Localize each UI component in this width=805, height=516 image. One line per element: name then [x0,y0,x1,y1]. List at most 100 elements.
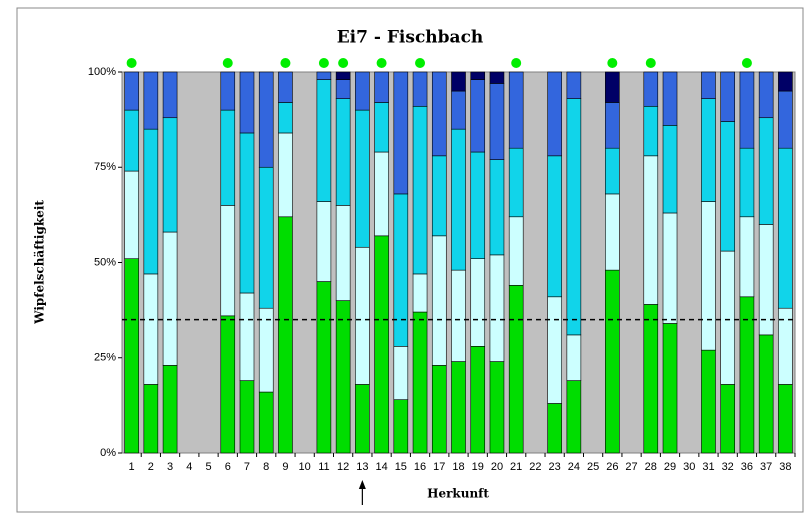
y-tick-label: 75% [94,161,116,173]
bar-segment [355,384,370,454]
bar-segment [470,258,486,347]
bar-segment [489,83,505,160]
bar-segment [393,346,409,400]
bar-segment [720,250,736,385]
bar-segment [412,311,428,454]
bar-segment [335,98,351,206]
bar-segment [778,384,793,454]
y-tick-label: 50% [94,256,116,268]
bar-segment [162,231,178,366]
bar-segment [547,403,562,454]
x-tick-label: 10 [299,461,311,473]
bar-segment [162,71,178,119]
x-tick-label: 21 [510,461,522,473]
bar-segment [258,71,274,168]
bar-segment [605,193,620,271]
x-tick-label: 15 [395,461,407,473]
y-axis-label: Wipfelschäftigkeit [33,200,47,325]
x-tick-label: 2 [148,461,154,473]
bar-segment [431,155,447,237]
highlight-dot [741,58,752,68]
bar-segment [758,71,774,119]
bar-segment [778,90,793,149]
bar-segment [643,155,659,305]
x-tick-label: 1 [129,461,135,473]
bar-segment [355,71,370,111]
bar-segment [335,79,351,99]
x-tick-label: 27 [625,461,637,473]
bar-segment [220,315,236,454]
bar-segment [566,71,582,99]
x-tick-label: 20 [491,461,503,473]
bar-segment [739,147,755,218]
bar-segment [278,216,293,454]
bar-segment [566,380,582,454]
x-tick-label: 26 [606,461,618,473]
bar-segment [278,132,293,218]
bar-segment [143,384,159,454]
y-tick-label: 0% [100,447,116,459]
bar-segment [547,155,562,298]
x-tick-label: 25 [587,461,599,473]
bar-segment [374,71,389,103]
bar-segment [739,71,755,149]
bar-segment [547,71,562,157]
bar-segment [470,71,486,80]
x-tick-label: 36 [741,461,753,473]
bar-segment [316,79,332,202]
x-tick-label: 24 [568,461,580,473]
x-tick-label: 4 [186,461,192,473]
bar-segment [335,71,351,80]
bar-segment [451,90,466,130]
bar-segment [316,71,332,80]
x-tick-label: 9 [282,461,288,473]
bar-segment [489,361,505,454]
x-tick-label: 6 [225,461,231,473]
x-tick-label: 19 [472,461,484,473]
bar-segment [720,121,736,252]
bar-segment [393,193,409,347]
x-tick-label: 38 [779,461,791,473]
highlight-dot [222,58,233,68]
bar-segment [489,254,505,362]
bar-segment [374,102,389,153]
highlight-dot [511,58,522,68]
bar-segment [258,307,274,393]
bar-segment [374,151,389,237]
bar-segment [662,323,678,454]
highlight-dot [280,58,291,68]
bar-segment [508,71,524,149]
bar-segment [239,71,255,134]
bar-segment [412,71,428,107]
x-tick-label: 17 [433,461,445,473]
bar-segment [566,334,582,381]
bar-segment [720,384,736,454]
bar-segment [162,365,178,454]
bar-segment [508,285,524,454]
bar-segment [143,128,159,275]
bar-segment [605,71,620,103]
x-tick-label: 30 [683,461,695,473]
x-tick-label: 11 [318,461,329,473]
bar-segment [643,105,659,157]
x-tick-label: 32 [722,461,734,473]
bar-segment [258,391,274,454]
bar-segment [720,71,736,122]
bar-segment [239,292,255,381]
bar-segment [758,224,774,336]
bar-segment [758,117,774,225]
bar-segment [431,365,447,454]
x-tick-label: 7 [244,461,250,473]
bar-segment [662,71,678,126]
bar-segment [143,71,159,130]
bar-segment [451,71,466,92]
bar-segment [278,71,293,103]
bar-segment [489,71,505,84]
y-tick-label: 25% [94,352,116,364]
bar-segment [701,201,716,351]
bar-segment [258,166,274,309]
bar-segment [335,300,351,454]
bar-segment [451,361,466,454]
bar-segment [662,125,678,214]
bar-segment [470,346,486,454]
